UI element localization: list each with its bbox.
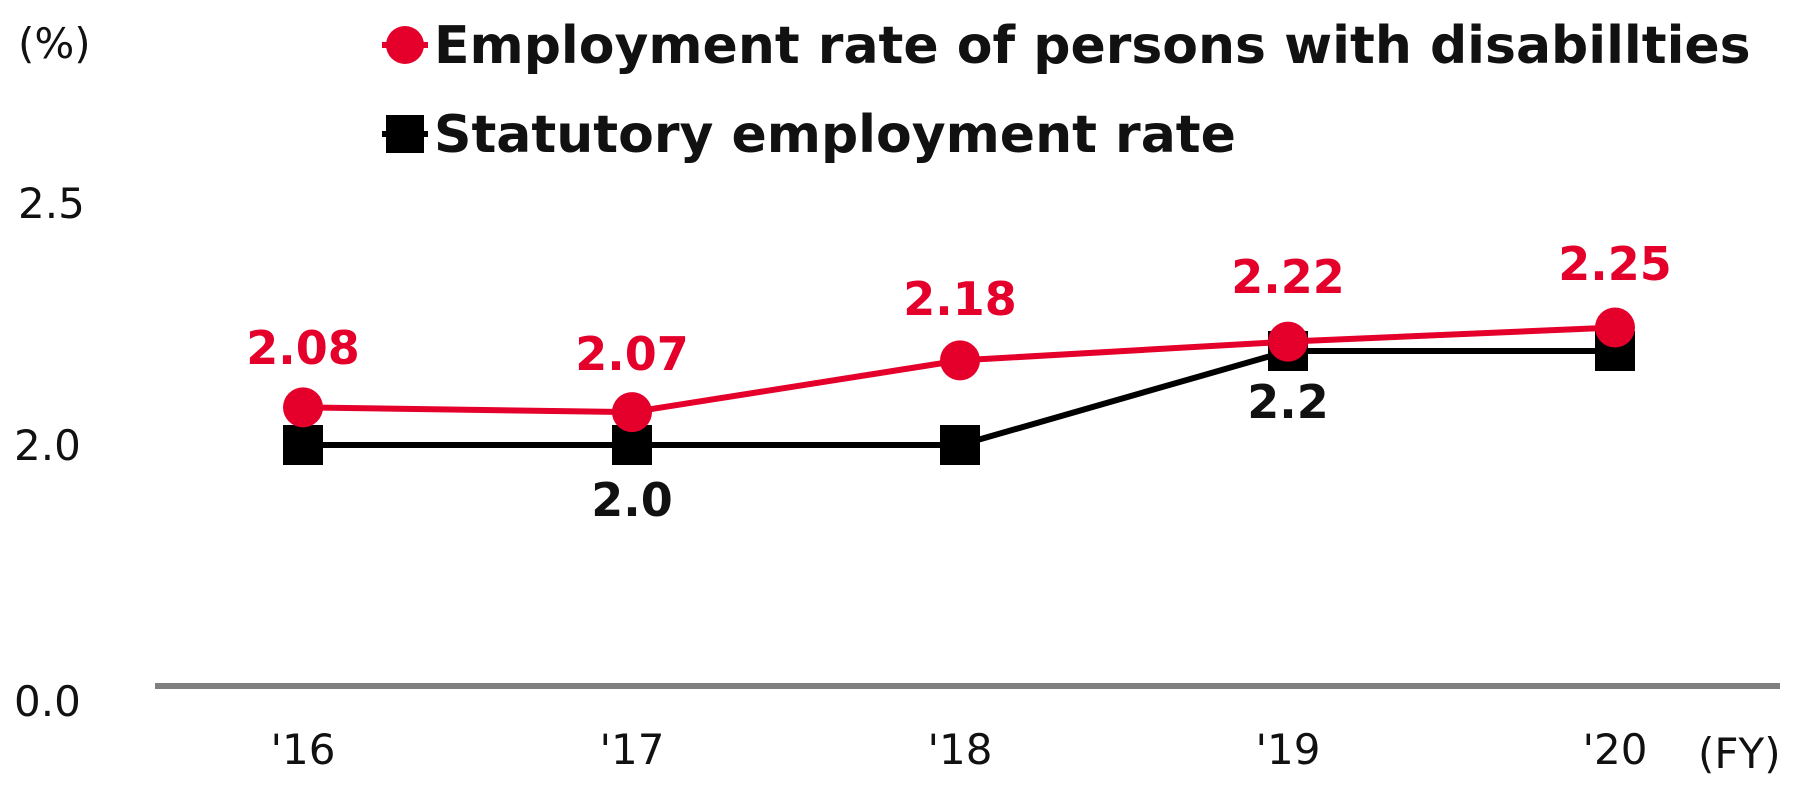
legend-label-employment: Employment rate of persons with disabill…: [434, 16, 1751, 76]
employment-value-label-18: 2.18: [903, 272, 1017, 326]
x-tick-label-20: '20: [1583, 725, 1648, 774]
statutory-marker-18: [940, 425, 980, 465]
employment-value-label-19: 2.22: [1231, 250, 1345, 304]
x-unit-label: (FY): [1698, 729, 1781, 778]
legend-label-statutory: Statutory employment rate: [434, 105, 1236, 165]
legend: Employment rate of persons with disabill…: [382, 16, 1751, 165]
employment-marker-16: [283, 387, 323, 428]
y-tick-label-1: 2.0: [14, 421, 81, 470]
x-tick-label-18: '18: [928, 725, 993, 774]
y-tick-label-2: 2.5: [18, 179, 85, 228]
x-tick-label-19: '19: [1256, 725, 1321, 774]
statutory-value-label-19: 2.2: [1247, 375, 1329, 429]
employment-value-label-16: 2.08: [246, 321, 360, 375]
employment-marker-19: [1268, 321, 1308, 362]
x-tick-label-16: '16: [271, 725, 336, 774]
legend-circle-marker: [386, 26, 424, 64]
employment-marker-20: [1595, 307, 1635, 348]
y-unit-label: (%): [18, 19, 91, 68]
statutory-marker-16: [283, 425, 323, 465]
y-tick-label-0: 0.0: [14, 677, 81, 726]
x-tick-label-17: '17: [600, 725, 665, 774]
employment-marker-17: [612, 392, 652, 433]
statutory-value-label-17: 2.0: [591, 473, 673, 527]
employment-value-label-17: 2.07: [575, 327, 689, 381]
employment-marker-18: [940, 340, 980, 381]
employment-value-label-20: 2.25: [1558, 237, 1672, 291]
legend-square-marker: [386, 115, 424, 153]
